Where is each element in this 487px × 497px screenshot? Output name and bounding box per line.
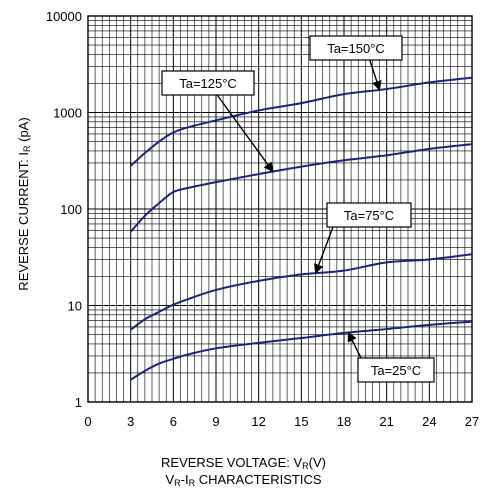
annotation-label: Ta=150°C — [309, 35, 403, 61]
annotation-arrow — [314, 226, 334, 275]
x-tick-label: 27 — [465, 414, 479, 429]
x-tick-label: 6 — [170, 414, 177, 429]
y-tick-label: 10 — [68, 299, 82, 314]
annotations: Ta=150°C Ta=125°C Ta=75°C Ta=25°C — [161, 35, 435, 383]
annotation-box — [309, 35, 403, 61]
annotation-box — [326, 202, 412, 228]
y-tick-label: 10000 — [46, 9, 82, 24]
series-line-3 — [130, 320, 473, 381]
annotation-text: Ta=25°C — [371, 363, 421, 378]
annotation-arrow — [347, 331, 363, 361]
annotation-label: Ta=25°C — [357, 357, 435, 383]
series-line-0 — [129, 76, 473, 167]
annotation-text: Ta=125°C — [179, 76, 237, 91]
annotation-box — [357, 357, 435, 383]
x-tick-label: 15 — [294, 414, 308, 429]
x-tick-label: 3 — [127, 414, 134, 429]
tick-labels: 0 3 6 9 12 15 18 21 24 27 1 10 100 1000 10000 — [46, 9, 479, 429]
y-tick-label: 100 — [60, 202, 82, 217]
annotation-text: Ta=75°C — [344, 208, 394, 223]
x-tick-label: 0 — [84, 414, 91, 429]
series-layer — [129, 76, 473, 381]
annotation-text: Ta=150°C — [327, 41, 385, 56]
x-tick-label: 21 — [379, 414, 393, 429]
x-tick-label: 12 — [251, 414, 265, 429]
annotation-box — [161, 70, 255, 96]
plot-frame — [87, 15, 473, 403]
series-line-1 — [129, 143, 473, 233]
x-tick-label: 9 — [212, 414, 219, 429]
series-line-2 — [130, 253, 473, 331]
chart-caption: VR-IR CHARACTERISTICS — [165, 472, 322, 488]
x-tick-label: 24 — [422, 414, 436, 429]
annotation-arrow — [369, 59, 382, 91]
x-tick-label: 18 — [337, 414, 351, 429]
y-tick-label: 1 — [75, 395, 82, 410]
grid — [87, 15, 473, 403]
annotation-label: Ta=125°C — [161, 70, 255, 96]
y-axis-label: REVERSE CURRENT: IR (pA) — [16, 117, 32, 291]
annotation-arrow — [216, 94, 274, 173]
y-tick-label: 1000 — [53, 106, 82, 121]
annotation-label: Ta=75°C — [326, 202, 412, 228]
x-axis-label: REVERSE VOLTAGE: VR(V) — [161, 455, 326, 471]
